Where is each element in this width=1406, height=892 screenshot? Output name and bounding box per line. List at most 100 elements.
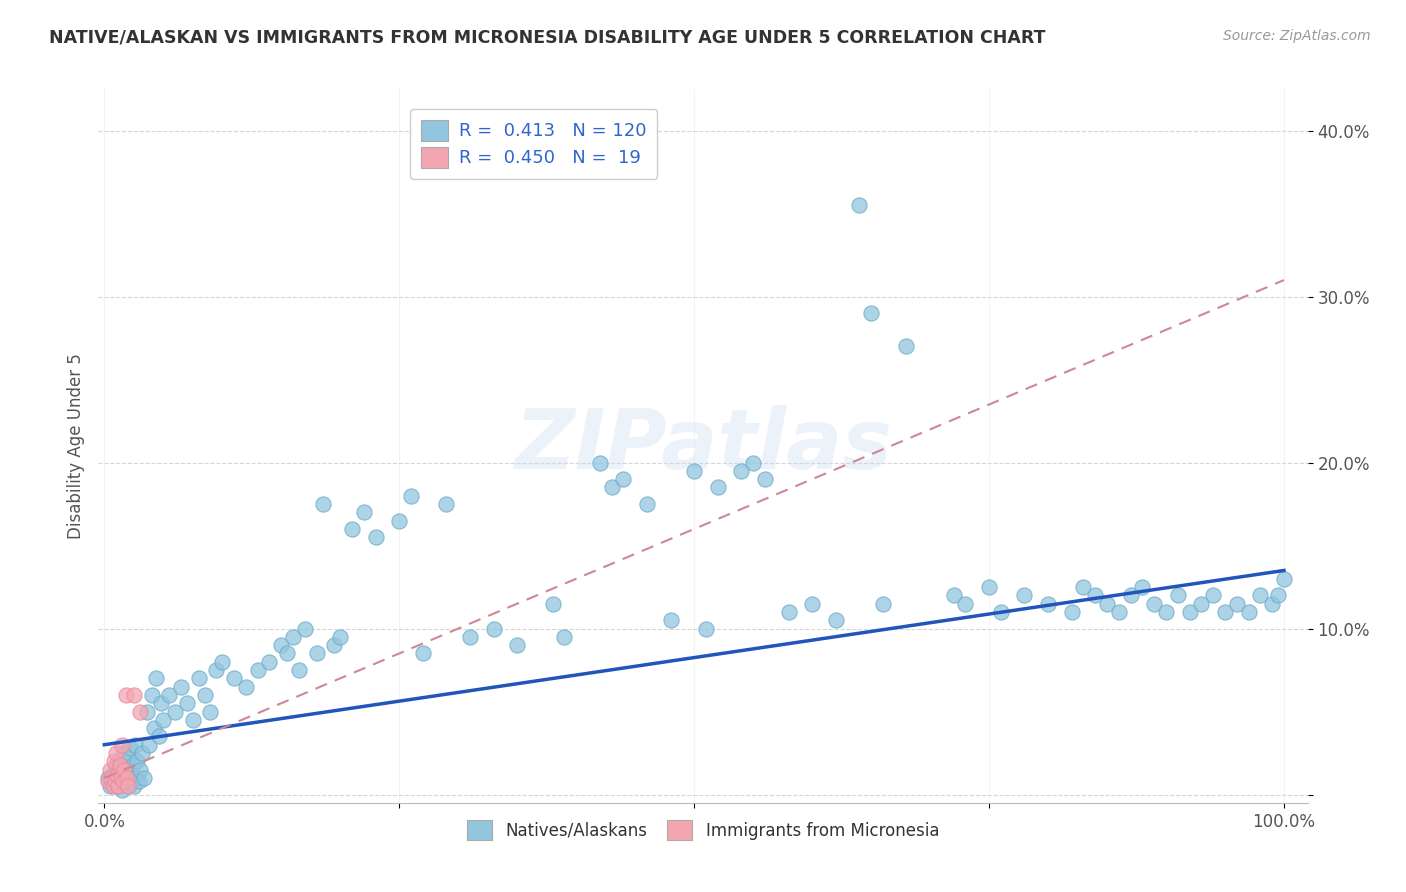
Point (127, 754, 149, 768)
Point (152, 713, 174, 727)
Point (506, 638, 529, 652)
Point (104, 763, 127, 777)
Point (107, 779, 129, 793)
Point (281, 630, 304, 644)
Text: Source: ZipAtlas.com: Source: ZipAtlas.com (1223, 29, 1371, 43)
Point (97, 771, 120, 785)
Point (122, 779, 145, 793)
Point (170, 680, 193, 694)
Point (706, 481, 728, 495)
Point (111, 757, 134, 772)
Point (636, 497, 658, 511)
Point (1154, 605, 1177, 619)
Point (364, 530, 387, 544)
Point (659, 613, 682, 627)
Point (754, 472, 776, 486)
Point (824, 613, 846, 627)
Point (124, 738, 146, 752)
Point (1036, 597, 1059, 611)
Point (120, 741, 142, 756)
Point (990, 605, 1012, 619)
Point (107, 754, 129, 768)
Point (157, 688, 180, 702)
Point (1143, 597, 1166, 611)
Point (118, 767, 141, 781)
Point (872, 597, 894, 611)
Point (1237, 605, 1260, 619)
Point (860, 306, 883, 320)
Point (194, 688, 217, 702)
Point (288, 663, 311, 677)
Point (101, 779, 124, 793)
Point (276, 647, 298, 661)
Point (112, 763, 135, 777)
Point (103, 754, 125, 768)
Point (541, 597, 564, 611)
Point (142, 721, 165, 735)
Point (112, 746, 135, 760)
Point (107, 779, 129, 793)
Point (122, 688, 145, 702)
Point (340, 522, 363, 536)
Point (246, 663, 269, 677)
Point (1249, 588, 1271, 602)
Point (1213, 605, 1236, 619)
Point (110, 767, 132, 781)
Point (121, 757, 143, 772)
Point (436, 497, 458, 511)
Point (112, 774, 135, 789)
Point (200, 705, 222, 719)
Point (294, 622, 316, 636)
Point (117, 751, 139, 765)
Point (1189, 597, 1212, 611)
Point (1060, 605, 1083, 619)
Point (98, 763, 121, 777)
Point (235, 680, 257, 694)
Point (145, 671, 167, 685)
Point (683, 464, 706, 478)
Point (399, 489, 422, 503)
Point (115, 771, 138, 785)
Point (1084, 588, 1107, 602)
Point (117, 779, 139, 793)
Point (353, 505, 375, 519)
Point (553, 630, 575, 644)
Point (412, 647, 434, 661)
Point (108, 776, 131, 790)
Point (323, 638, 346, 652)
Point (311, 497, 333, 511)
Point (388, 514, 411, 528)
Point (104, 774, 127, 789)
Point (848, 198, 870, 212)
Point (135, 705, 157, 719)
Point (112, 771, 135, 785)
Point (600, 481, 623, 495)
Point (896, 339, 918, 353)
Point (1167, 588, 1189, 602)
Point (1014, 588, 1036, 602)
Point (125, 771, 148, 785)
Point (115, 763, 138, 777)
Point (187, 671, 209, 685)
Text: NATIVE/ALASKAN VS IMMIGRANTS FROM MICRONESIA DISABILITY AGE UNDER 5 CORRELATION : NATIVE/ALASKAN VS IMMIGRANTS FROM MICRON… (49, 29, 1046, 46)
Point (134, 771, 156, 785)
Point (128, 763, 150, 777)
Point (205, 663, 228, 677)
Point (117, 779, 139, 793)
Point (1202, 588, 1225, 602)
Point (730, 464, 752, 478)
Point (141, 688, 163, 702)
Point (482, 622, 505, 636)
Point (305, 647, 328, 661)
Point (120, 776, 142, 790)
Point (1073, 580, 1095, 594)
Point (742, 456, 765, 470)
Point (108, 757, 131, 772)
Point (1119, 588, 1142, 602)
Point (211, 655, 233, 669)
Point (181, 713, 204, 727)
Point (1261, 597, 1284, 611)
Point (1178, 605, 1201, 619)
Point (1108, 605, 1130, 619)
Point (1132, 580, 1154, 594)
